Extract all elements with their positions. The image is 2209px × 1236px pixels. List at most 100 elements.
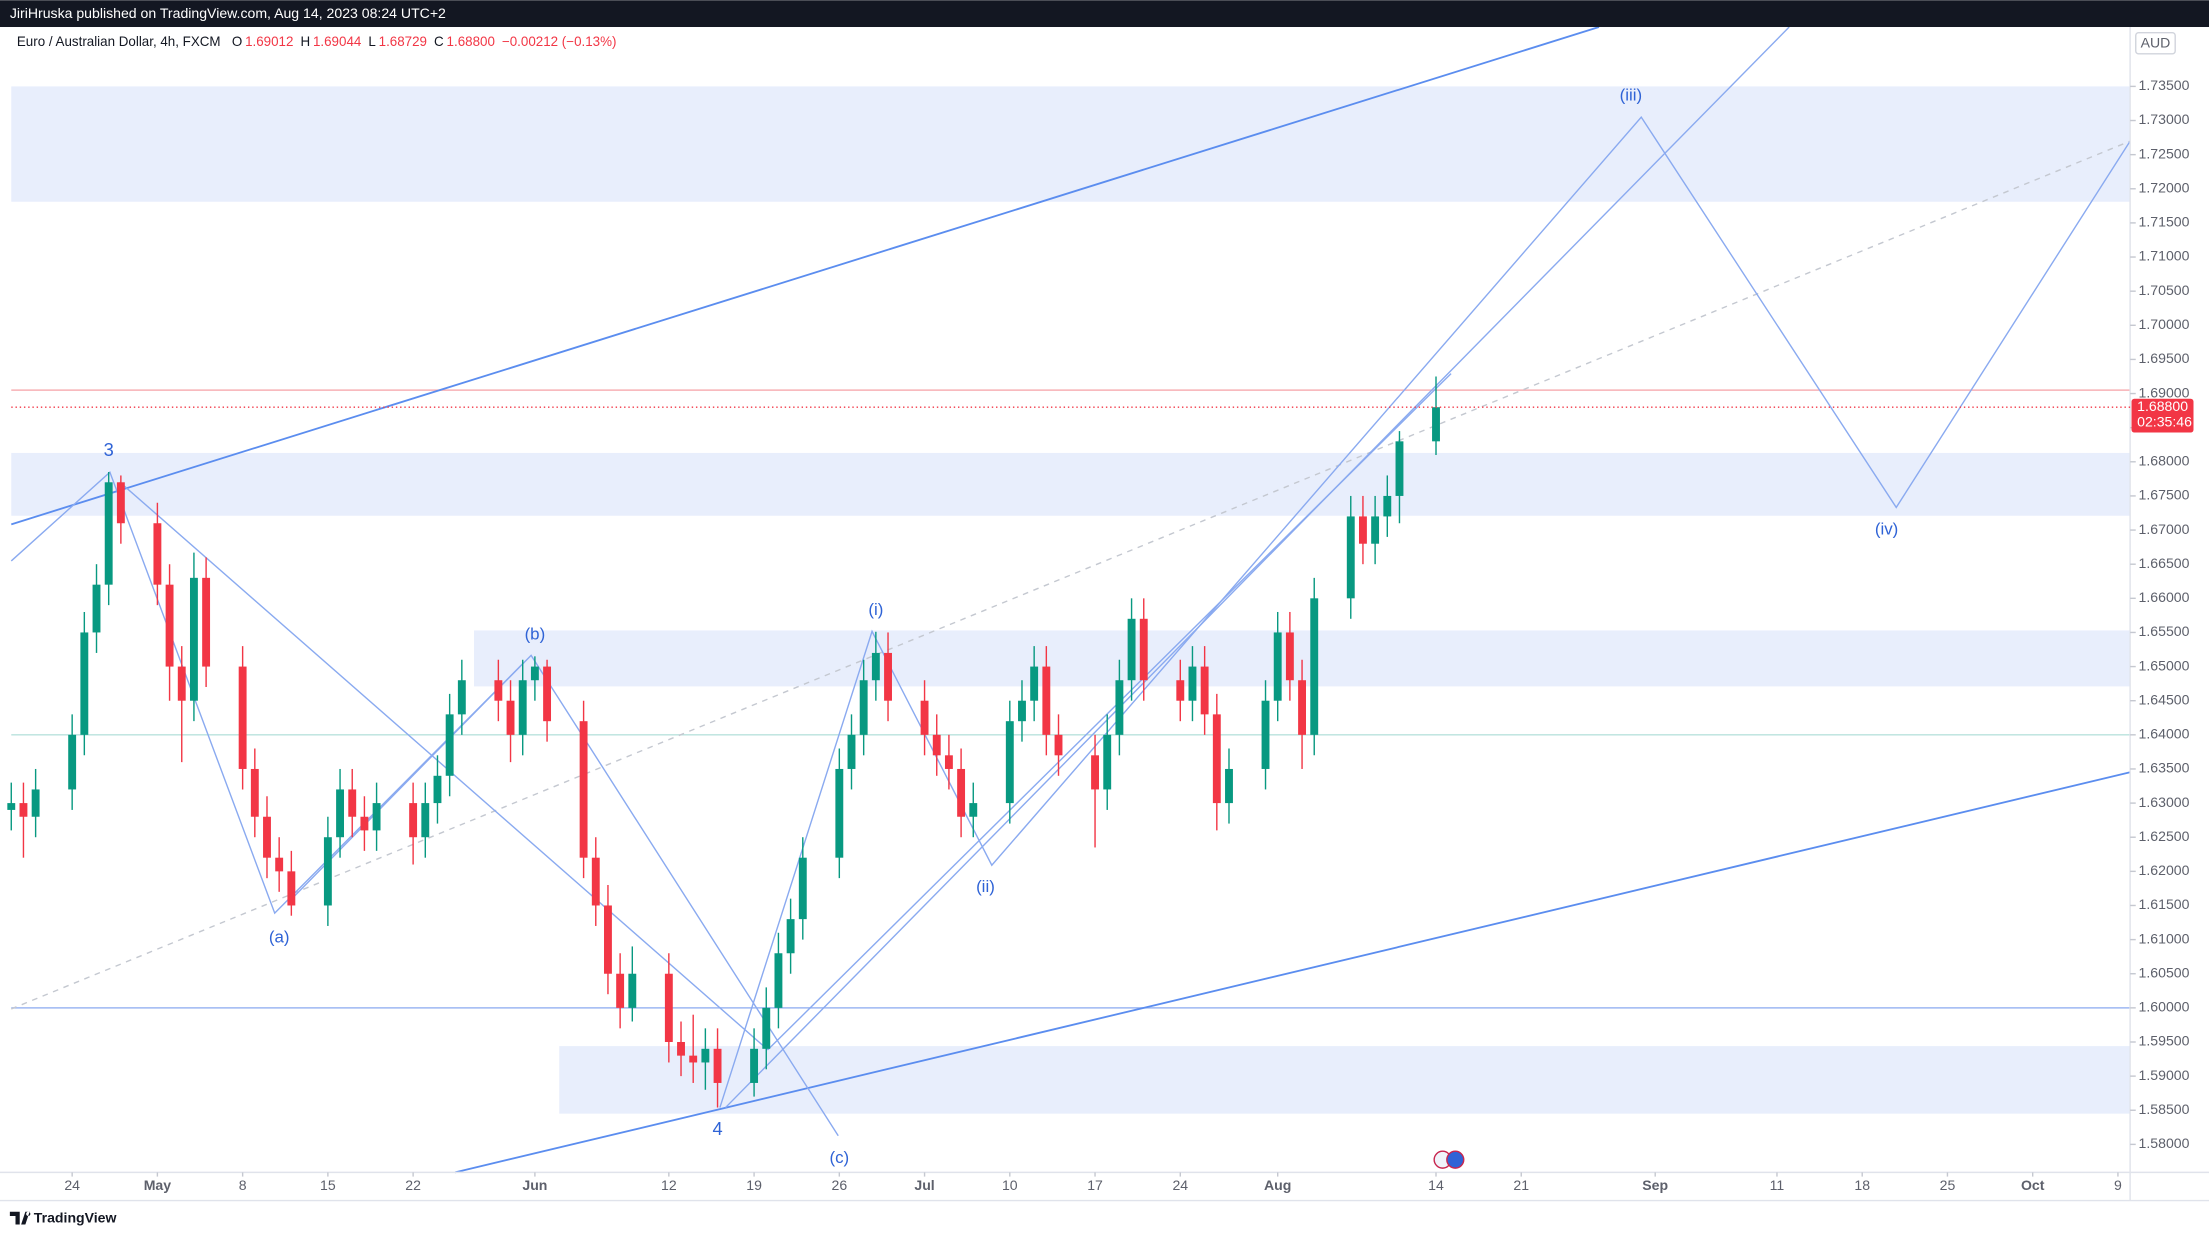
x-tick-label: 14 — [1428, 1177, 1444, 1193]
legend-item: L — [368, 34, 375, 49]
candle-body — [445, 714, 454, 776]
y-tick-label: 1.68000 — [2139, 453, 2190, 469]
candle-body — [1285, 632, 1294, 681]
wave-label: 3 — [104, 439, 114, 460]
candle-body — [859, 680, 868, 735]
candle-body — [762, 1007, 771, 1049]
legend-item: 1.69012 — [245, 34, 293, 49]
currency: AUD — [2141, 35, 2171, 51]
brand[interactable]: TradingView — [9, 1210, 117, 1226]
x-tick-label: 18 — [1854, 1177, 1870, 1193]
candle-body — [409, 803, 418, 838]
candle-body — [19, 803, 28, 817]
event-icon[interactable] — [1446, 1150, 1465, 1169]
x-tick-label: Aug — [1264, 1177, 1291, 1193]
candle-body — [1432, 407, 1440, 442]
symbol-legend: Euro / Australian Dollar, 4h, FXCM O 1.690… — [17, 34, 617, 49]
candle-body — [1054, 734, 1063, 756]
publisher: JiriHruska published on TradingView.com,… — [10, 5, 446, 21]
candle-body — [189, 577, 198, 701]
corrective-channel — [119, 481, 769, 1051]
candle-body — [1200, 666, 1209, 715]
zones — [11, 86, 2131, 1114]
candle-body — [701, 1048, 710, 1063]
event-icons[interactable] — [1433, 1150, 1465, 1169]
x-tick-label: Sep — [1642, 1177, 1668, 1193]
y-tick-label: 1.60500 — [2139, 964, 2190, 980]
y-tick-label: 1.73500 — [2139, 77, 2190, 93]
x-tick-label: Jul — [914, 1177, 934, 1193]
candle-body — [80, 632, 89, 735]
candle-body — [238, 666, 247, 769]
y-tick-label: 1.66500 — [2139, 555, 2190, 571]
candle-body — [421, 803, 430, 838]
x-tick-label: 19 — [746, 1177, 762, 1193]
candle-body — [786, 919, 795, 954]
candle-body — [1018, 700, 1026, 722]
candle-body — [1395, 441, 1404, 496]
candle-body — [68, 734, 77, 790]
brand-name: TradingView — [34, 1210, 117, 1226]
y-tick-label: 1.70500 — [2139, 282, 2190, 298]
y-tick-label: 1.67000 — [2139, 521, 2190, 537]
zone — [559, 1046, 2131, 1114]
y-tick-label: 1.67500 — [2139, 487, 2190, 503]
candle-body — [1103, 734, 1112, 790]
candle-body — [530, 666, 539, 681]
x-tick-label: 17 — [1087, 1177, 1103, 1193]
candle-body — [165, 584, 174, 667]
candle-body — [1127, 618, 1136, 681]
wave-label: (ii) — [976, 877, 995, 896]
y-tick-label: 1.65500 — [2139, 623, 2190, 639]
candle-body — [628, 973, 637, 1008]
candle-body — [920, 700, 929, 735]
candle-body — [518, 680, 527, 735]
candle-body — [944, 755, 953, 769]
candle-body — [604, 905, 612, 974]
candle-body — [969, 803, 978, 817]
candle-body — [664, 973, 673, 1042]
y-tick-label: 1.60000 — [2139, 999, 2190, 1015]
currency-box[interactable] — [2135, 31, 2176, 55]
candle-body — [360, 816, 369, 831]
x-tick-label: 11 — [1770, 1177, 1785, 1193]
candle-body — [847, 734, 856, 769]
candle-body — [433, 775, 442, 804]
time-axis: 24 May 8 15 22 Jun 12 19 26 Jul 10 17 24 Aug 14 21 Sep 11… — [64, 1172, 2122, 1193]
x-tick-label: May — [144, 1177, 172, 1193]
legend-item: 1.68729 — [379, 34, 427, 49]
wave-label: (iv) — [1875, 520, 1898, 539]
zone — [11, 86, 2131, 202]
candle-body — [957, 768, 966, 817]
candle-body — [1091, 755, 1099, 790]
x-tick-label: Jun — [522, 1177, 547, 1193]
impulse-channel — [767, 373, 1452, 1051]
x-tick-label: 9 — [2114, 1177, 2122, 1193]
y-tick-label: 1.72000 — [2139, 179, 2190, 195]
publisher-bar — [0, 0, 2209, 28]
legend-item: 1.69044 — [313, 34, 362, 49]
zone — [11, 452, 2131, 516]
y-tick-label: 1.72500 — [2139, 145, 2190, 161]
candle-body — [543, 666, 552, 722]
candle-body — [774, 953, 783, 1008]
corrective-zigzag — [10, 470, 839, 1137]
candle-body — [372, 803, 381, 831]
y-tick-label: 1.63500 — [2139, 760, 2190, 776]
candle-body — [287, 871, 296, 906]
countdown: 02:35:46 — [2137, 413, 2192, 429]
candle-body — [677, 1041, 685, 1056]
candle-body — [323, 837, 332, 906]
candle-body — [1176, 680, 1185, 701]
candle-body — [1005, 721, 1014, 804]
levels — [11, 389, 2131, 1009]
candle-body — [250, 768, 259, 817]
last-price-box — [2131, 398, 2194, 433]
candle-body — [871, 652, 880, 681]
y-tick-label: 1.70000 — [2139, 316, 2190, 332]
candle-body — [1115, 680, 1124, 735]
y-tick-label: 1.73000 — [2139, 111, 2190, 127]
